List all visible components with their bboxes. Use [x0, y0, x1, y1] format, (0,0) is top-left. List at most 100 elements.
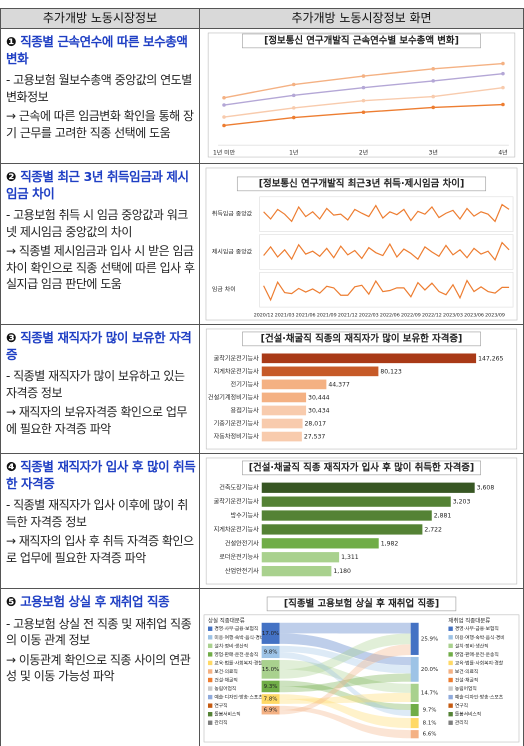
x-tick-label: 2021/12 — [338, 313, 358, 319]
legend-label: 설치·정비·생산직 — [214, 642, 248, 649]
legend-swatch — [448, 652, 453, 657]
legend-swatch — [448, 635, 453, 640]
x-tick-label: 2021/03 — [275, 313, 295, 319]
legend-label: 건설·채굴직 — [455, 677, 478, 684]
item-bullet: → 이동관계 확인으로 직종 사이의 연관성 및 이동 가능성 파악 — [6, 652, 191, 684]
legend-swatch — [448, 677, 453, 683]
series-point — [222, 123, 226, 128]
chart-title: [정보통신 연구개발직 근속연수별 보수총액 변화] — [264, 34, 459, 46]
sankey-flow — [279, 705, 411, 739]
series-line — [263, 203, 510, 223]
legend-swatch — [207, 660, 213, 666]
value-label: 80,123 — [380, 368, 402, 375]
legend-swatch — [207, 677, 213, 683]
legend-swatch — [448, 643, 453, 649]
legend-label: 농림어업직 — [455, 685, 477, 692]
item-bullet: - 고용보험 취득 시 임금 중앙값과 워크넷 제시임금 중앙값의 차이 — [6, 208, 188, 239]
series-point — [431, 94, 436, 99]
series-point — [431, 67, 436, 71]
bar-label: 전기기능사 — [231, 380, 260, 388]
series-point — [431, 105, 436, 110]
row-text-cell: ❺ 고용보험 상실 후 재취업 직종 - 고용보험 상실 전 직종 및 재취업 직종… — [0, 588, 200, 746]
series-point — [431, 79, 436, 83]
item-bullet: → 재직자의 입사 후 취득 자격증 확인으로 업무에 필요한 자격증 파악 — [6, 534, 194, 565]
legend-title: 상실 직종대분류 — [208, 616, 245, 624]
bar-label: 건설기계정비기능사 — [208, 393, 259, 401]
item-bullet: → 근속에 따른 임금변화 확인을 통해 장기 근무를 고려한 직종 선택에 도… — [6, 109, 194, 140]
chart-title: [직종별 고용보험 상실 후 재취업 직종] — [284, 597, 439, 609]
node-value-label: 15.0% — [262, 667, 279, 673]
item-number: ❸ — [6, 330, 17, 345]
legend-label: 경영·사무·금융·보험직 — [214, 625, 258, 632]
chart-title-box — [242, 33, 481, 49]
value-label: 27,537 — [304, 434, 326, 441]
item-bullet: → 직종별 제시임금과 입사 시 받은 임금차이 확인으로 직종 선택에 따른 … — [6, 244, 195, 291]
legend-swatch — [207, 626, 213, 631]
legend-label: 보건·의료직 — [214, 668, 237, 675]
value-label: 44,377 — [328, 381, 350, 388]
sankey-node — [261, 645, 280, 659]
chart-title-box — [242, 331, 481, 347]
legend-label: 농림어업직 — [214, 685, 236, 692]
node-value-label: 9.3% — [264, 684, 278, 690]
value-label: 30,444 — [308, 394, 330, 401]
series-point — [291, 93, 296, 98]
item-title-text: 직종별 최근 3년 취득임금과 제시임금 차이 — [6, 169, 189, 201]
sankey-flow — [279, 673, 411, 693]
bar — [261, 392, 307, 403]
node-value-label: 6.9% — [264, 708, 278, 714]
item-title: ❸ 직종별 재직자가 많이 보유한 자격증 — [6, 330, 196, 363]
value-label: 1,982 — [381, 540, 399, 547]
sankey-flow — [279, 660, 411, 693]
sankey-node — [410, 622, 419, 655]
legend-swatch — [448, 660, 453, 666]
series-point — [361, 74, 366, 78]
item-bullet: - 고용보험 상실 전 직종 및 재취업 직종의 이동 관계 정보 — [6, 616, 192, 648]
bar — [261, 552, 340, 563]
x-tick-label: 4년 — [498, 149, 507, 157]
legend-label: 건설·채굴직 — [214, 677, 237, 684]
row-text-cell: ❷ 직종별 최근 3년 취득임금과 제시임금 차이 - 고용보험 취득 시 임금 중… — [0, 163, 200, 325]
legend-swatch — [448, 712, 453, 717]
legend-title: 재취업 직종대분류 — [448, 616, 490, 624]
item-title-text: 고용보험 상실 후 재취업 직종 — [20, 594, 170, 609]
legend-label: 돌봄서비스직 — [455, 711, 481, 718]
x-tick-label: 3년 — [429, 149, 438, 157]
panel-label: 취득임금 중앙값 — [212, 210, 253, 218]
bar-label: 굴착기운전기능사 — [214, 498, 260, 506]
bar-label: 지게차운전기능사 — [214, 367, 260, 375]
series-point — [361, 98, 366, 103]
x-tick-label: 2023/03 — [443, 313, 463, 319]
value-label: 28,017 — [305, 421, 327, 428]
item-title-text: 직종별 재직자가 많이 보유한 자격증 — [6, 330, 192, 362]
legend-swatch — [207, 712, 213, 717]
legend-swatch — [207, 694, 213, 700]
row-chart-cell: [직종별 고용보험 상실 후 재취업 직종] 상실 직종대분류 경영·사무·금융·보… — [199, 588, 524, 746]
bar — [261, 538, 379, 549]
legend-label: 교육·법률·사회복지·경찰 — [214, 659, 263, 666]
bar — [261, 353, 477, 364]
series-point — [501, 61, 505, 66]
node-value-label: 25.9% — [421, 636, 438, 642]
item-title-text: 직종별 근속연수에 따른 보수총액 변화 — [6, 34, 188, 66]
sankey-flow — [279, 633, 411, 679]
bar — [261, 496, 451, 507]
item-bullet: - 직종별 재직자가 많이 보유하고 있는 자격증 정보 — [6, 369, 185, 400]
legend-swatch — [207, 703, 213, 708]
chart-frame — [205, 457, 518, 585]
legend-label: 연구직 — [455, 702, 468, 709]
row-chart-cell: [정보통신 연구개발직 근속연수별 보수총액 변화] 1년 미만 1년 2년 3년 4년 — [199, 28, 524, 164]
bar-label: 용접기능사 — [231, 406, 260, 414]
legend-label: 보건·의료직 — [455, 668, 478, 675]
bar — [261, 418, 303, 429]
node-value-label: 17.0% — [262, 631, 279, 637]
item-number: ❶ — [6, 34, 17, 49]
bar-label: 지게차운전기능사 — [214, 525, 260, 533]
node-value-label: 6.6% — [423, 732, 437, 738]
panel-label: 제시임금 중앙값 — [212, 247, 253, 255]
chart-frame — [205, 167, 518, 321]
value-label: 3,608 — [477, 485, 495, 492]
legend-swatch — [448, 720, 453, 725]
item-title: ❹ 직종별 재직자가 입사 후 많이 취득한 자격증 — [6, 459, 196, 492]
series-point — [361, 110, 366, 115]
